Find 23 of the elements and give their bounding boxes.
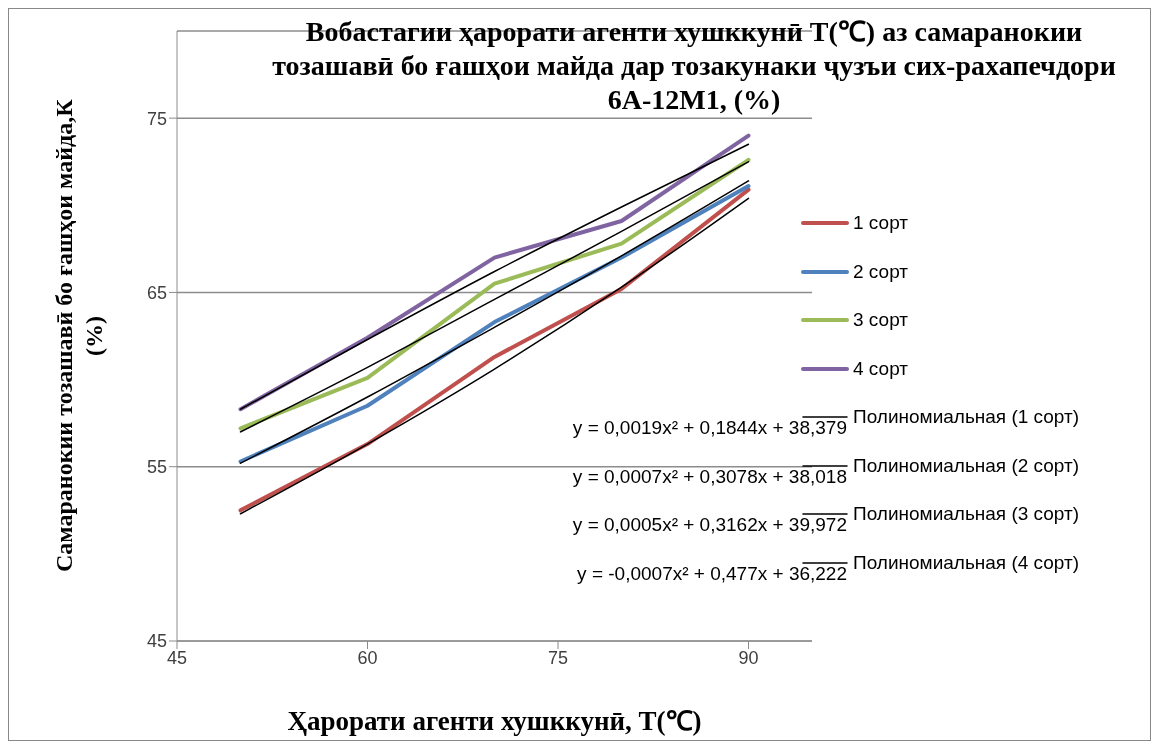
annotation: y = -0,0007x² + 0,477x + 36,222 (577, 562, 847, 585)
y-tick-label: 45 (146, 631, 167, 652)
legend-label: Полиномиальная (4 сорт) (853, 551, 1080, 574)
x-tick-label: 90 (738, 647, 759, 668)
y-tick-label: 55 (146, 457, 167, 478)
x-tick-label: 60 (357, 647, 378, 668)
x-tick-label: 45 (166, 647, 188, 668)
annotation: y = 0,0019x² + 0,1844x + 38,379 (572, 417, 847, 439)
legend-label: 2 сорт (853, 260, 908, 283)
x-axis-title: Ҳарорати агенти хушккунӣ, T(℃) (286, 705, 703, 738)
legend-label: Полиномиальная (1 сорт) (853, 406, 1080, 429)
annotation: y = 0,0007x² + 0,3078x + 38,018 (572, 465, 847, 488)
legend-label: Полиномиальная (2 сорт) (853, 454, 1080, 477)
legend-label: 3 сорт (853, 309, 908, 332)
y-tick-label: 65 (146, 282, 167, 303)
legend-label: 4 сорт (853, 357, 908, 380)
x-tick-label: 75 (547, 647, 569, 668)
y-tick-label: 75 (146, 108, 167, 129)
legend-label: Полиномиальная (3 сорт) (853, 503, 1080, 526)
text: Вобастагии ҳарорати агенти хушккунӣ T(℃) аз самаранокии тозашавӣ бо ғашҳои майда дар тозакунаки ҷузъи сих-рахапечдори 6А-12М1, (%) (271, 15, 1117, 117)
y-axis-title: Самаранокии тозашавӣ бо ғашҳои майда,К (%) (50, 98, 108, 575)
legend-label: 1 сорт (853, 212, 908, 235)
annotation: y = 0,0005x² + 0,3162x + 39,972 (572, 514, 847, 536)
